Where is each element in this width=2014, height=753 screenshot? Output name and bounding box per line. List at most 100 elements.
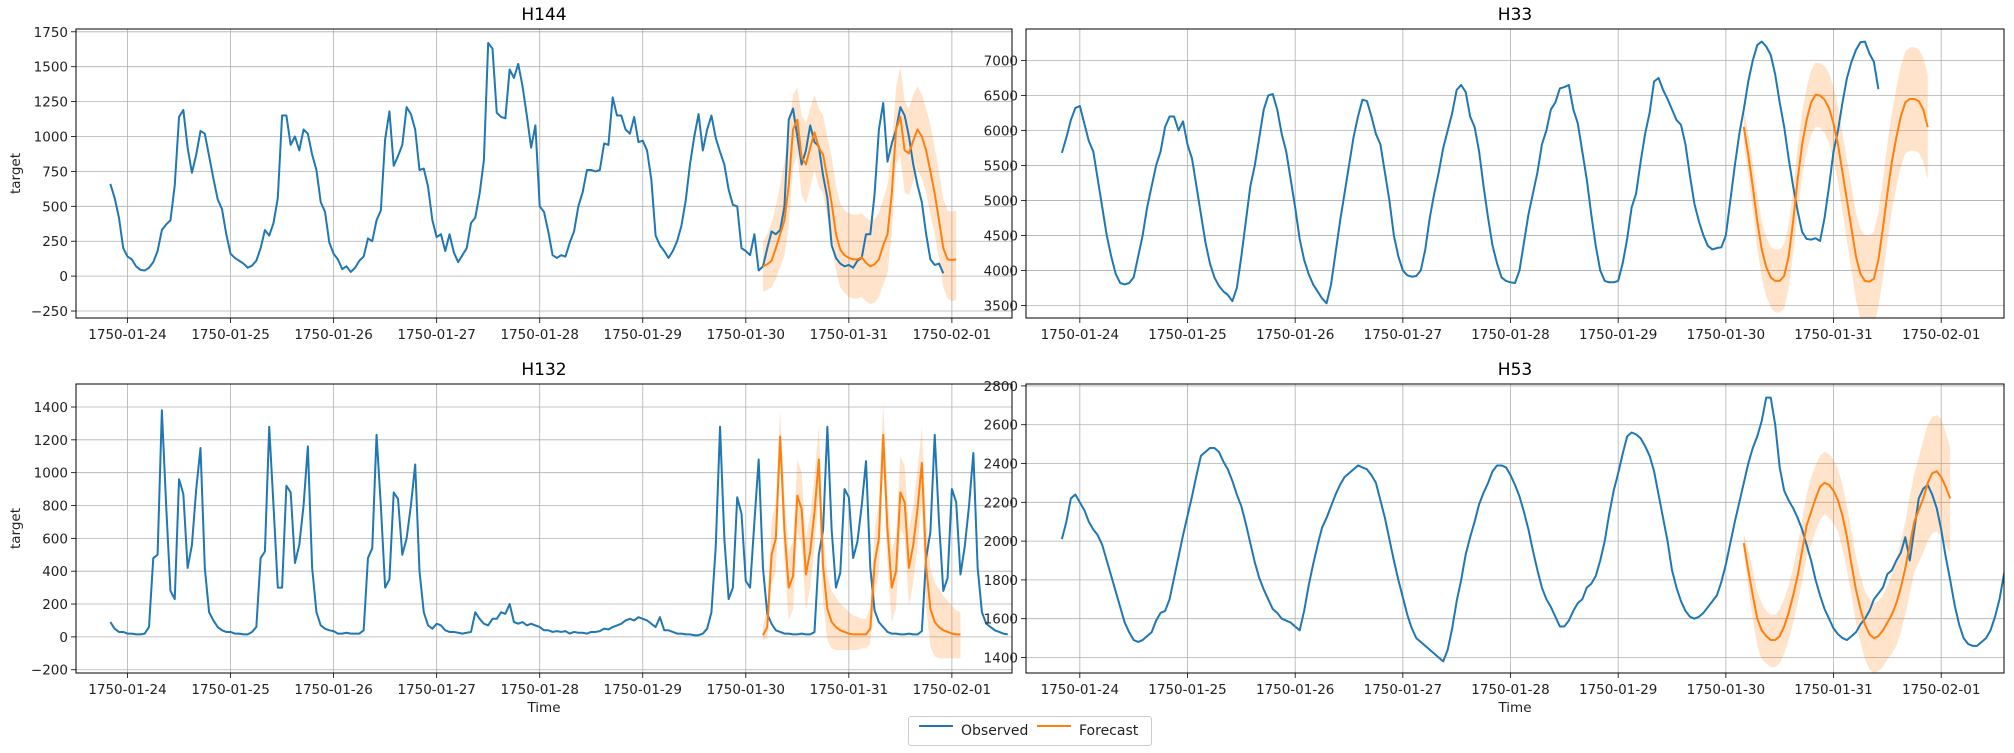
x-axis-label: Time	[1497, 700, 1531, 716]
y-tick-label: 1250	[34, 95, 68, 111]
x-tick-label: 1750-01-31	[1794, 327, 1872, 343]
y-tick-label: 1000	[34, 466, 68, 482]
y-tick-label: 6500	[984, 88, 1018, 104]
y-tick-label: 0	[59, 269, 68, 285]
x-tick-label: 1750-02-01	[913, 682, 991, 698]
x-tick-label: 1750-01-28	[500, 682, 578, 698]
x-tick-label: 1750-01-26	[294, 682, 372, 698]
y-tick-label: 800	[42, 499, 68, 515]
axes-frame	[75, 383, 1013, 674]
y-tick-label: 1600	[984, 612, 1018, 628]
y-axis-label: target	[8, 153, 24, 194]
subplot-h132: −200 0 200 400 600 800 1000 1200 1400 1750-01-24 1…	[8, 360, 1013, 716]
y-tick-label: 1800	[984, 573, 1018, 589]
x-tick-label: 1750-01-26	[1256, 327, 1334, 343]
forecast-series-line	[1742, 470, 1952, 642]
x-tick-label: 1750-01-25	[191, 682, 269, 698]
legend-forecast-swatch	[1037, 725, 1071, 727]
x-tick-label: 1750-01-25	[1148, 682, 1226, 698]
subplot-title: H33	[1498, 5, 1532, 25]
forecast-series-line	[762, 433, 961, 636]
subplot-h33: 3500 4000 4500 5000 5500 6000 6500 7000 1750-01-…	[984, 5, 2005, 343]
y-tick-label: 750	[42, 164, 68, 180]
subplot-title: H144	[521, 5, 566, 25]
x-tick-label: 1750-01-27	[397, 327, 475, 343]
x-tick-label: 1750-01-31	[810, 682, 888, 698]
forecast-interval-band	[1743, 415, 1951, 673]
y-tick-label: 4500	[984, 228, 1018, 244]
x-tick-label: 1750-01-27	[1364, 682, 1442, 698]
legend-forecast-label: Forecast	[1079, 723, 1139, 739]
y-tick-label: 5000	[984, 193, 1018, 209]
y-tick-label: 2400	[984, 457, 1018, 473]
x-tick-label: 1750-01-30	[1687, 682, 1765, 698]
y-tick-label: 3500	[984, 298, 1018, 314]
y-tick-label: 2000	[984, 534, 1018, 550]
y-tick-label: 1400	[984, 650, 1018, 666]
y-tick-label: −200	[31, 663, 68, 679]
y-tick-label: 2200	[984, 495, 1018, 511]
y-tick-label: 1000	[34, 130, 68, 146]
forecast-interval-band	[1743, 47, 1928, 318]
x-tick-label: 1750-01-29	[1579, 327, 1657, 343]
y-tick-label: 7000	[984, 53, 1018, 69]
y-tick-label: 1500	[34, 60, 68, 76]
x-tick-label: 1750-01-29	[604, 682, 682, 698]
x-tick-label: 1750-01-29	[604, 327, 682, 343]
subplot-h144: −250 0 250 500 750 1000 1250 1500 1750 1750-01-24…	[8, 5, 1013, 343]
y-tick-label: −250	[31, 304, 68, 320]
x-tick-label: 1750-01-25	[191, 327, 269, 343]
x-tick-label: 1750-01-24	[1041, 682, 1119, 698]
x-tick-label: 1750-02-01	[913, 327, 991, 343]
y-tick-label: 0	[59, 630, 68, 646]
x-tick-label: 1750-02-01	[1902, 327, 1980, 343]
axes-frame	[1025, 28, 2005, 319]
observed-series-line	[1060, 40, 1880, 305]
x-tick-label: 1750-01-28	[1471, 682, 1549, 698]
y-tick-label: 1750	[34, 25, 68, 41]
y-tick-label: 4000	[984, 263, 1018, 279]
x-tick-label: 1750-01-31	[810, 327, 888, 343]
observed-series-line	[1060, 396, 2004, 663]
legend-observed-label: Observed	[961, 723, 1029, 739]
y-tick-label: 2600	[984, 418, 1018, 434]
x-tick-label: 1750-01-31	[1794, 682, 1872, 698]
x-tick-label: 1750-01-30	[707, 327, 785, 343]
legend-observed-swatch	[919, 725, 953, 727]
y-tick-label: 1200	[34, 433, 68, 449]
axes-frame	[75, 28, 1013, 319]
subplot-h53: 1400 1600 1800 2000 2200 2400 2600 2800 1750-01-…	[984, 360, 2005, 716]
x-tick-label: 1750-01-26	[1256, 682, 1334, 698]
x-tick-label: 1750-01-28	[500, 327, 578, 343]
x-tick-label: 1750-01-27	[397, 682, 475, 698]
y-tick-label: 1400	[34, 400, 68, 416]
x-tick-label: 1750-01-24	[1041, 327, 1119, 343]
x-tick-label: 1750-01-28	[1471, 327, 1549, 343]
y-tick-label: 200	[42, 597, 68, 613]
subplot-title: H132	[521, 360, 566, 380]
x-tick-label: 1750-01-25	[1148, 327, 1226, 343]
observed-series-line	[109, 409, 1008, 637]
legend: Observed Forecast	[908, 716, 1152, 746]
x-axis-label: Time	[526, 700, 560, 716]
y-tick-label: 6000	[984, 123, 1018, 139]
subplot-title: H53	[1498, 360, 1532, 380]
forecast-interval-band	[762, 66, 957, 305]
x-tick-label: 1750-01-30	[707, 682, 785, 698]
x-tick-label: 1750-01-29	[1579, 682, 1657, 698]
y-tick-label: 250	[42, 234, 68, 250]
y-tick-label: 500	[42, 199, 68, 215]
x-tick-label: 1750-02-01	[1902, 682, 1980, 698]
forecast-series-line	[762, 115, 957, 268]
x-tick-label: 1750-01-26	[294, 327, 372, 343]
y-tick-label: 5500	[984, 158, 1018, 174]
observed-series-line	[109, 41, 945, 274]
y-tick-label: 600	[42, 531, 68, 547]
axes-frame	[1025, 383, 2005, 674]
x-tick-label: 1750-01-27	[1364, 327, 1442, 343]
y-tick-label: 400	[42, 564, 68, 580]
y-axis-label: target	[8, 508, 24, 549]
y-tick-label: 2800	[984, 379, 1018, 395]
x-tick-label: 1750-01-24	[88, 682, 166, 698]
